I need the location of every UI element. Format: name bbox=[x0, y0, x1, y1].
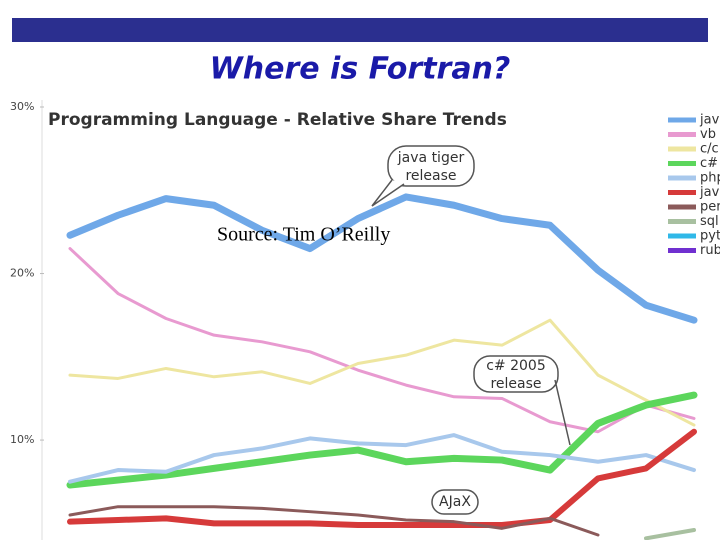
legend-label: pyt bbox=[700, 229, 720, 244]
y-tick-label: 10% bbox=[10, 433, 34, 446]
legend-label: sql bbox=[700, 214, 719, 229]
legend-label: jav bbox=[699, 185, 720, 200]
legend-label: per bbox=[700, 200, 720, 215]
series-line bbox=[68, 318, 696, 427]
annotation: c# 2005 bbox=[486, 358, 546, 374]
y-tick-label: 20% bbox=[10, 267, 34, 280]
legend-label: jav bbox=[699, 113, 720, 128]
legend-label: c/c bbox=[700, 142, 719, 157]
legend-label: php bbox=[700, 171, 720, 186]
legend-label: c# bbox=[700, 156, 718, 171]
header-bar bbox=[12, 18, 708, 42]
legend-label: rub bbox=[700, 243, 720, 258]
callout bbox=[371, 145, 571, 515]
series-line bbox=[66, 391, 698, 489]
source-note: Source: Tim O’Reilly bbox=[217, 224, 390, 246]
annotation: AJaX bbox=[439, 494, 471, 510]
series-line bbox=[68, 433, 696, 484]
annotation: java tiger bbox=[397, 150, 465, 166]
chart-title: Programming Language - Relative Share Tr… bbox=[48, 110, 507, 130]
annotation: release bbox=[490, 376, 541, 392]
y-tick-label: 30% bbox=[10, 100, 34, 113]
legend-label: vb bbox=[700, 127, 716, 142]
annotation: release bbox=[405, 168, 456, 184]
series-line bbox=[68, 505, 600, 537]
chart-area bbox=[10, 96, 720, 540]
series-line bbox=[644, 528, 696, 540]
slide-title: Where is Fortran? bbox=[210, 52, 511, 87]
series-line bbox=[67, 428, 697, 529]
series-line bbox=[66, 193, 698, 324]
